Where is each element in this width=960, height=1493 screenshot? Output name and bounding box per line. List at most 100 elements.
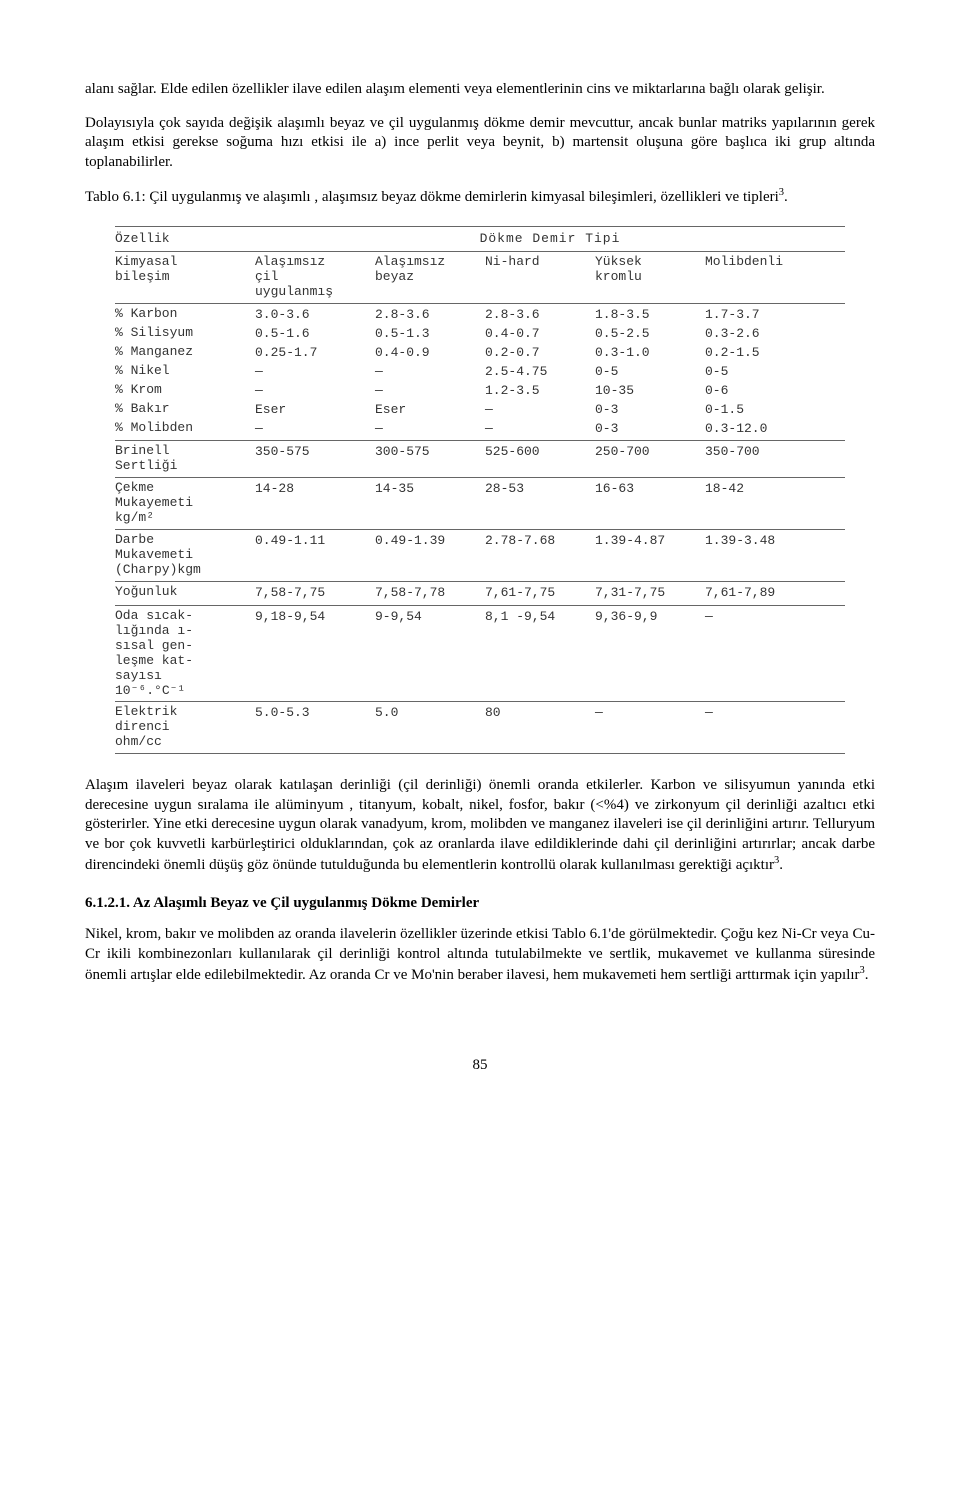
cell: — xyxy=(595,705,705,722)
cell: — xyxy=(255,364,375,381)
table-row: Oda sıcak- lığında ı- sısal gen- leşme k… xyxy=(115,608,845,700)
cell: 2.78-7.68 xyxy=(485,533,595,550)
cell: 16-63 xyxy=(595,481,705,498)
col-header: Molibdenli xyxy=(705,255,815,270)
cell: 0.4-0.7 xyxy=(485,326,595,343)
cell: 1.8-3.5 xyxy=(595,307,705,324)
cell: 0.49-1.11 xyxy=(255,533,375,550)
cell: 1.39-4.87 xyxy=(595,533,705,550)
cell: 0.3-1.0 xyxy=(595,345,705,362)
cell: 350-575 xyxy=(255,444,375,461)
table-row: % Krom——1.2-3.510-350-6 xyxy=(115,382,845,401)
cell: 0.25-1.7 xyxy=(255,345,375,362)
cell: — xyxy=(375,421,485,438)
cell: 1.39-3.48 xyxy=(705,533,815,550)
cell: 2.5-4.75 xyxy=(485,364,595,381)
cell: 0-1.5 xyxy=(705,402,815,419)
cell: 0-6 xyxy=(705,383,815,400)
row-label: % Manganez xyxy=(115,345,255,360)
para4-dot: . xyxy=(865,967,869,983)
table-row: % Silisyum0.5-1.60.5-1.30.4-0.70.5-2.50.… xyxy=(115,325,845,344)
row-label: Elektrik direnci ohm/cc xyxy=(115,705,255,750)
cell: 28-53 xyxy=(485,481,595,498)
cell: 9-9,54 xyxy=(375,609,485,626)
row-label: Brinell Sertliği xyxy=(115,444,255,474)
cell: 7,61-7,89 xyxy=(705,585,815,602)
table-caption: Tablo 6.1: Çil uygulanmış ve alaşımlı , … xyxy=(85,186,875,208)
table-row: Çekme Mukayemeti kg/m²14-2814-3528-5316-… xyxy=(115,480,845,527)
table-row: % Karbon3.0-3.62.8-3.62.8-3.61.8-3.51.7-… xyxy=(115,306,845,325)
cell: — xyxy=(485,421,595,438)
cell: — xyxy=(705,609,815,626)
cell: 10-35 xyxy=(595,383,705,400)
row-label: % Karbon xyxy=(115,307,255,322)
caption-dot: . xyxy=(784,189,788,205)
cell: — xyxy=(255,383,375,400)
properties-table: Özellik Dökme Demir Tipi Kimyasal bileşi… xyxy=(115,226,845,755)
cell: 7,58-7,75 xyxy=(255,585,375,602)
cell: 0.4-0.9 xyxy=(375,345,485,362)
row-label: Yoğunluk xyxy=(115,585,255,600)
cell: 14-28 xyxy=(255,481,375,498)
col-header: Yüksek kromlu xyxy=(595,255,705,285)
cell: 14-35 xyxy=(375,481,485,498)
row-label: % Molibden xyxy=(115,421,255,436)
cell: 80 xyxy=(485,705,595,722)
cell: 0.2-0.7 xyxy=(485,345,595,362)
cell: — xyxy=(705,705,815,722)
col-header: Alaşımsız çil uygulanmış xyxy=(255,255,375,300)
cell: 0.3-2.6 xyxy=(705,326,815,343)
cell: 0.5-1.6 xyxy=(255,326,375,343)
cell: 9,18-9,54 xyxy=(255,609,375,626)
cell: 3.0-3.6 xyxy=(255,307,375,324)
table-row: % Manganez0.25-1.70.4-0.90.2-0.70.3-1.00… xyxy=(115,344,845,363)
cell: 7,58-7,78 xyxy=(375,585,485,602)
cell: 2.8-3.6 xyxy=(375,307,485,324)
row-label: Oda sıcak- lığında ı- sısal gen- leşme k… xyxy=(115,609,255,699)
cell: 0.5-1.3 xyxy=(375,326,485,343)
cell: 525-600 xyxy=(485,444,595,461)
section-heading: 6.1.2.1. Az Alaşımlı Beyaz ve Çil uygula… xyxy=(85,894,875,914)
row-label: % Krom xyxy=(115,383,255,398)
cell: 250-700 xyxy=(595,444,705,461)
row-label: % Nikel xyxy=(115,364,255,379)
table-row: Brinell Sertliği350-575300-575525-600250… xyxy=(115,443,845,475)
cell: Eser xyxy=(255,402,375,419)
table-row: % Nikel——2.5-4.750-50-5 xyxy=(115,363,845,382)
cell: 8,1 -9,54 xyxy=(485,609,595,626)
paragraph-4: Nikel, krom, bakır ve molibden az oranda… xyxy=(85,925,875,986)
cell: 7,61-7,75 xyxy=(485,585,595,602)
cell: 350-700 xyxy=(705,444,815,461)
table-row: Yoğunluk7,58-7,757,58-7,787,61-7,757,31-… xyxy=(115,584,845,603)
cell: — xyxy=(255,421,375,438)
cell: 0-3 xyxy=(595,402,705,419)
cell: 0.5-2.5 xyxy=(595,326,705,343)
cell: 0.49-1.39 xyxy=(375,533,485,550)
cell: 300-575 xyxy=(375,444,485,461)
cell: 5.0-5.3 xyxy=(255,705,375,722)
table-row: % BakırEserEser—0-30-1.5 xyxy=(115,401,845,420)
cell: 0-3 xyxy=(595,421,705,438)
cell: 1.2-3.5 xyxy=(485,383,595,400)
cell: 0.3-12.0 xyxy=(705,421,815,438)
cell: 9,36-9,9 xyxy=(595,609,705,626)
table-row: Elektrik direnci ohm/cc5.0-5.35.080—— xyxy=(115,704,845,751)
cell: 0-5 xyxy=(595,364,705,381)
table-super-right: Dökme Demir Tipi xyxy=(255,231,845,248)
cell: 1.7-3.7 xyxy=(705,307,815,324)
cell: Eser xyxy=(375,402,485,419)
caption-text: Tablo 6.1: Çil uygulanmış ve alaşımlı , … xyxy=(85,189,779,205)
cell: 2.8-3.6 xyxy=(485,307,595,324)
cell: 5.0 xyxy=(375,705,485,722)
paragraph-2: Dolayısıyla çok sayıda değişik alaşımlı … xyxy=(85,114,875,173)
row-label: % Silisyum xyxy=(115,326,255,341)
cell: 18-42 xyxy=(705,481,815,498)
cell: — xyxy=(375,364,485,381)
col-header: Ni-hard xyxy=(485,255,595,270)
paragraph-3: Alaşım ilaveleri beyaz olarak katılaşan … xyxy=(85,776,875,876)
table-row: Darbe Mukavemeti (Charpy)kgm0.49-1.110.4… xyxy=(115,532,845,579)
cell: — xyxy=(375,383,485,400)
para3-text: Alaşım ilaveleri beyaz olarak katılaşan … xyxy=(85,777,875,873)
cell: 0.2-1.5 xyxy=(705,345,815,362)
table-row: % Molibden———0-30.3-12.0 xyxy=(115,420,845,439)
